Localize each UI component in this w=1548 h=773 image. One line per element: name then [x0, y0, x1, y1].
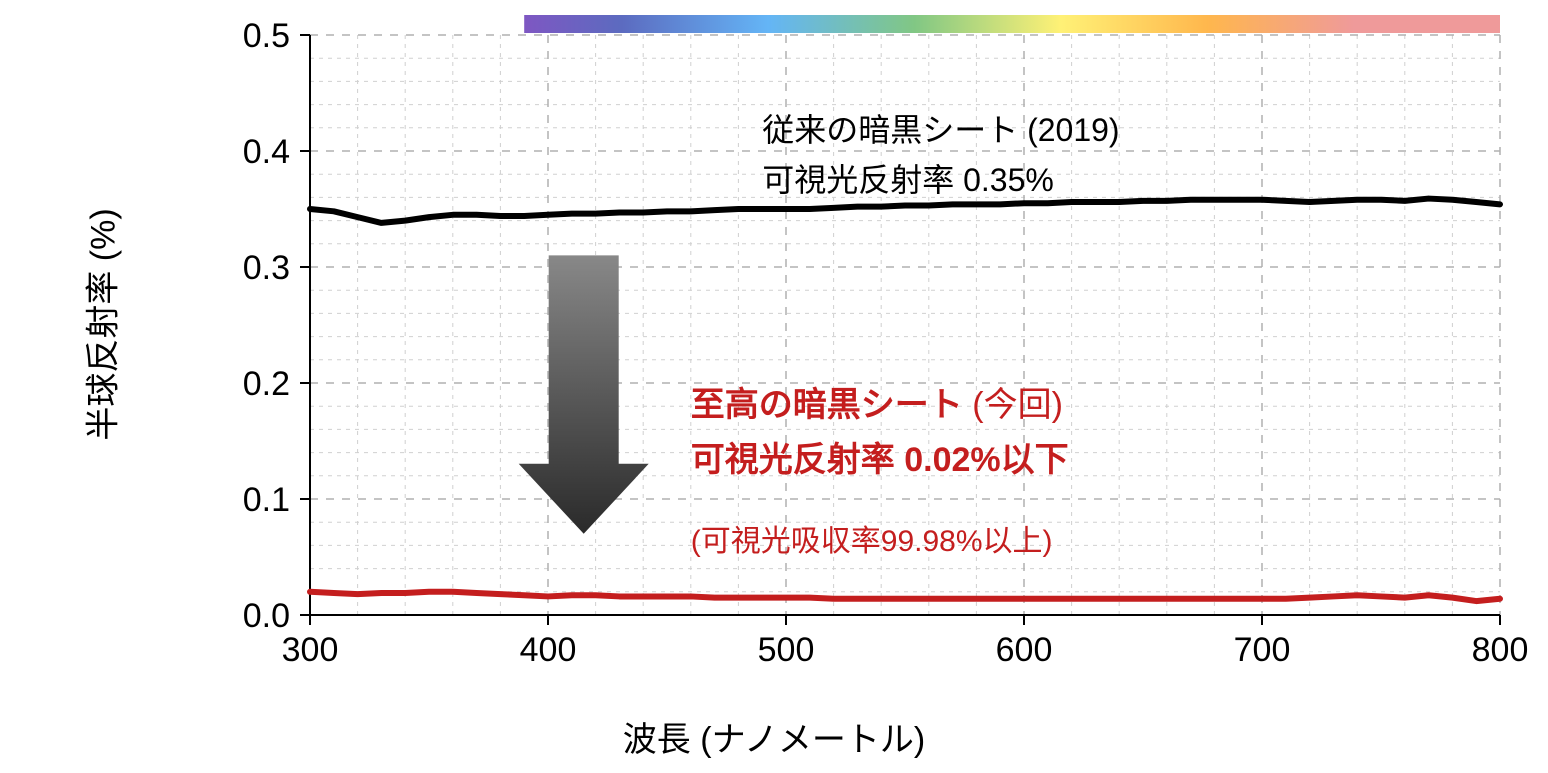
x-axis-label-text: 波長 (ナノメートル)	[623, 721, 925, 759]
annotation-conventional: 従来の暗黒シート (2019) 可視光反射率 0.35%	[762, 105, 1119, 201]
annotation-conventional-line1: 従来の暗黒シート (2019)	[762, 105, 1119, 151]
svg-text:800: 800	[1472, 631, 1529, 669]
annotation-supreme-bold: 至高の暗黒シート	[691, 386, 963, 424]
annotation-absorption-text: (可視光吸収率99.98%以上)	[691, 525, 1053, 558]
annotation-supreme-rest: (今回)	[963, 386, 1063, 424]
svg-text:0.1: 0.1	[243, 481, 290, 519]
svg-text:0.3: 0.3	[243, 249, 290, 287]
reflectance-chart: 300 400 500 600 700 800 0.0 0.1 0.2 0.3 0.4 0.5 半球反…	[0, 0, 1548, 773]
svg-text:0.0: 0.0	[243, 597, 290, 635]
annotation-supreme: 至高の暗黒シート (今回) 可視光反射率 0.02%以下	[691, 377, 1069, 481]
y-axis-label: 半球反射率 (%)	[76, 175, 125, 475]
annotation-supreme-line1: 至高の暗黒シート (今回)	[691, 377, 1069, 426]
svg-text:600: 600	[996, 631, 1053, 669]
annotation-absorption: (可視光吸収率99.98%以上)	[691, 516, 1053, 560]
y-axis-label-text: 半球反射率 (%)	[85, 208, 123, 440]
x-axis-label: 波長 (ナノメートル)	[0, 712, 1548, 761]
svg-text:0.4: 0.4	[243, 133, 290, 171]
svg-text:0.2: 0.2	[243, 365, 290, 403]
svg-text:0.5: 0.5	[243, 17, 290, 55]
annotation-conventional-line2: 可視光反射率 0.35%	[762, 155, 1119, 201]
annotation-supreme-line2: 可視光反射率 0.02%以下	[691, 432, 1069, 481]
svg-text:400: 400	[520, 631, 577, 669]
svg-text:500: 500	[758, 631, 815, 669]
svg-text:700: 700	[1234, 631, 1291, 669]
svg-text:300: 300	[282, 631, 339, 669]
